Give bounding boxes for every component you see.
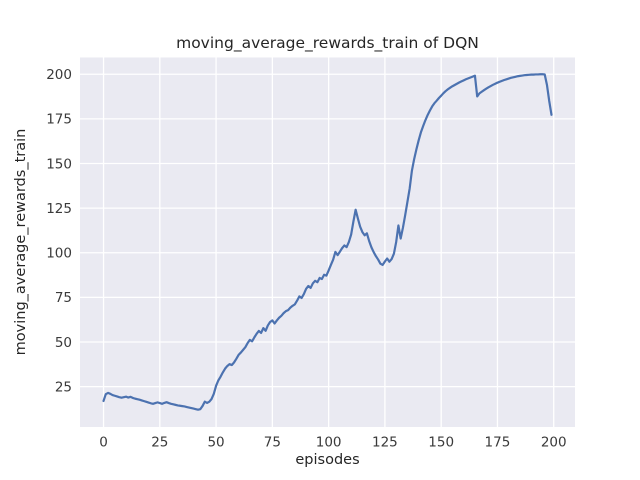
x-tick-label: 200 xyxy=(541,435,567,451)
x-tick-labels: 0 25 50 75 100 125 150 175 200 xyxy=(99,435,566,451)
x-tick-label: 150 xyxy=(428,435,454,451)
x-tick-label: 125 xyxy=(372,435,398,451)
y-tick-label: 100 xyxy=(46,246,72,262)
y-tick-labels: 25 50 75 100 125 150 175 200 xyxy=(46,67,72,395)
gridlines xyxy=(80,57,575,427)
y-tick-label: 200 xyxy=(46,67,72,83)
x-tick-label: 75 xyxy=(264,435,281,451)
line-series-group xyxy=(102,73,553,411)
x-tick-label: 175 xyxy=(485,435,511,451)
x-axis-label: episodes xyxy=(295,452,359,468)
y-tick-label: 125 xyxy=(46,201,72,217)
x-tick-label: 50 xyxy=(207,435,224,451)
series-line xyxy=(102,73,553,411)
x-tick-label: 25 xyxy=(151,435,168,451)
chart-title: moving_average_rewards_train of DQN xyxy=(176,34,479,53)
x-tick-label: 100 xyxy=(316,435,342,451)
y-tick-label: 25 xyxy=(55,379,72,395)
y-axis-label: moving_average_rewards_train xyxy=(13,129,29,356)
y-tick-label: 75 xyxy=(55,290,72,306)
y-tick-label: 150 xyxy=(46,156,72,172)
y-tick-label: 175 xyxy=(46,112,72,128)
x-tick-label: 0 xyxy=(99,435,108,451)
plot-background xyxy=(80,57,575,427)
y-tick-label: 50 xyxy=(55,335,72,351)
